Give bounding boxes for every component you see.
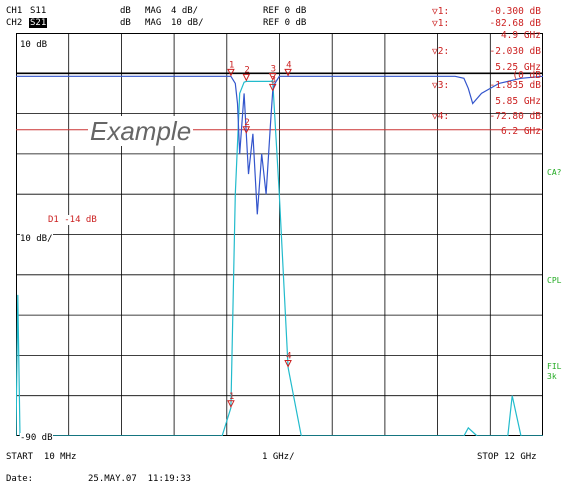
stop-frequency: STOP 12 GHz bbox=[477, 452, 537, 462]
watermark-text: Example bbox=[88, 116, 194, 146]
ch2-mag: MAG bbox=[145, 18, 162, 28]
marker-readout-id: ▽4: bbox=[432, 111, 450, 122]
marker-label-1: 1 bbox=[229, 60, 234, 70]
ch1-label: CH1 bbox=[6, 6, 23, 16]
marker-readout-id: ▽2: bbox=[432, 46, 450, 57]
ch1-ref: REF 0 dB bbox=[263, 6, 307, 16]
marker-readout-value: 5.85 GHz bbox=[495, 96, 541, 107]
marker-label-1: 1 bbox=[229, 392, 234, 402]
side-label-fil-bw[interactable]: 3k bbox=[547, 372, 557, 381]
marker-readout-value: -72.80 dB bbox=[489, 111, 541, 122]
marker-label-4: 4 bbox=[286, 351, 291, 361]
ch2-format: dB bbox=[120, 18, 131, 28]
marker-2 bbox=[242, 126, 251, 134]
marker-label-3: 3 bbox=[271, 65, 276, 75]
ch1-format: dB bbox=[120, 6, 131, 16]
ch1-scale: 4 dB/ bbox=[171, 6, 199, 16]
marker-readout-value: 5.25 GHz bbox=[495, 62, 541, 73]
marker-3 bbox=[268, 73, 277, 81]
marker-3 bbox=[268, 83, 277, 92]
side-label-ca[interactable]: CA? bbox=[547, 168, 562, 177]
side-label-fil[interactable]: FIL bbox=[547, 362, 562, 371]
ch2-label: CH2 bbox=[6, 18, 23, 28]
marker-readout-value: (0 dB bbox=[512, 70, 541, 81]
date-value: 25.MAY.07 11:19:33 bbox=[88, 474, 191, 484]
marker-readout-id: ▽3: bbox=[432, 80, 450, 91]
mid-scale-label: 10 dB/ bbox=[20, 234, 53, 244]
side-label-cpl[interactable]: CPL bbox=[547, 276, 562, 285]
ch1-param: S11 bbox=[30, 6, 47, 16]
marker-readout-value: -0.300 dB bbox=[489, 6, 541, 17]
span-per-div: 1 GHz/ bbox=[262, 452, 295, 462]
marker-readout-value: -82.68 dB bbox=[489, 18, 541, 29]
marker-2 bbox=[242, 73, 251, 82]
marker-label-2: 2 bbox=[244, 118, 249, 128]
ch2-param[interactable]: S21 bbox=[29, 18, 48, 28]
marker-1 bbox=[227, 400, 235, 408]
date-label: Date: bbox=[6, 474, 34, 484]
bottom-ref-label: -90 dB bbox=[20, 433, 53, 443]
marker-label-3: 3 bbox=[271, 75, 276, 85]
marker-readout-value: 4.9 GHz bbox=[500, 30, 541, 41]
top-ref-label: 10 dB bbox=[20, 40, 48, 50]
marker-4 bbox=[284, 359, 292, 368]
start-frequency: START 10 MHz bbox=[6, 452, 77, 462]
ch2-scale: 10 dB/ bbox=[171, 18, 204, 28]
trace-s21 bbox=[16, 79, 543, 436]
marker-readout-value: -2.030 dB bbox=[489, 46, 541, 57]
marker-4 bbox=[284, 68, 292, 77]
marker-label-2: 2 bbox=[244, 65, 249, 75]
marker-readout-id: ▽1: bbox=[432, 18, 450, 29]
ch2-ref: REF 0 dB bbox=[263, 18, 307, 28]
marker-label-4: 4 bbox=[286, 60, 291, 70]
trace-s11 bbox=[16, 75, 543, 215]
ch1-mag: MAG bbox=[145, 6, 162, 16]
marker-readout-value: -1.835 dB bbox=[489, 80, 541, 91]
marker-readout-value: 6.2 GHz bbox=[500, 126, 541, 137]
marker-readout-id: ▽1: bbox=[432, 6, 450, 17]
marker-1 bbox=[227, 68, 235, 77]
limit-line-label: D1 -14 dB bbox=[46, 215, 99, 225]
